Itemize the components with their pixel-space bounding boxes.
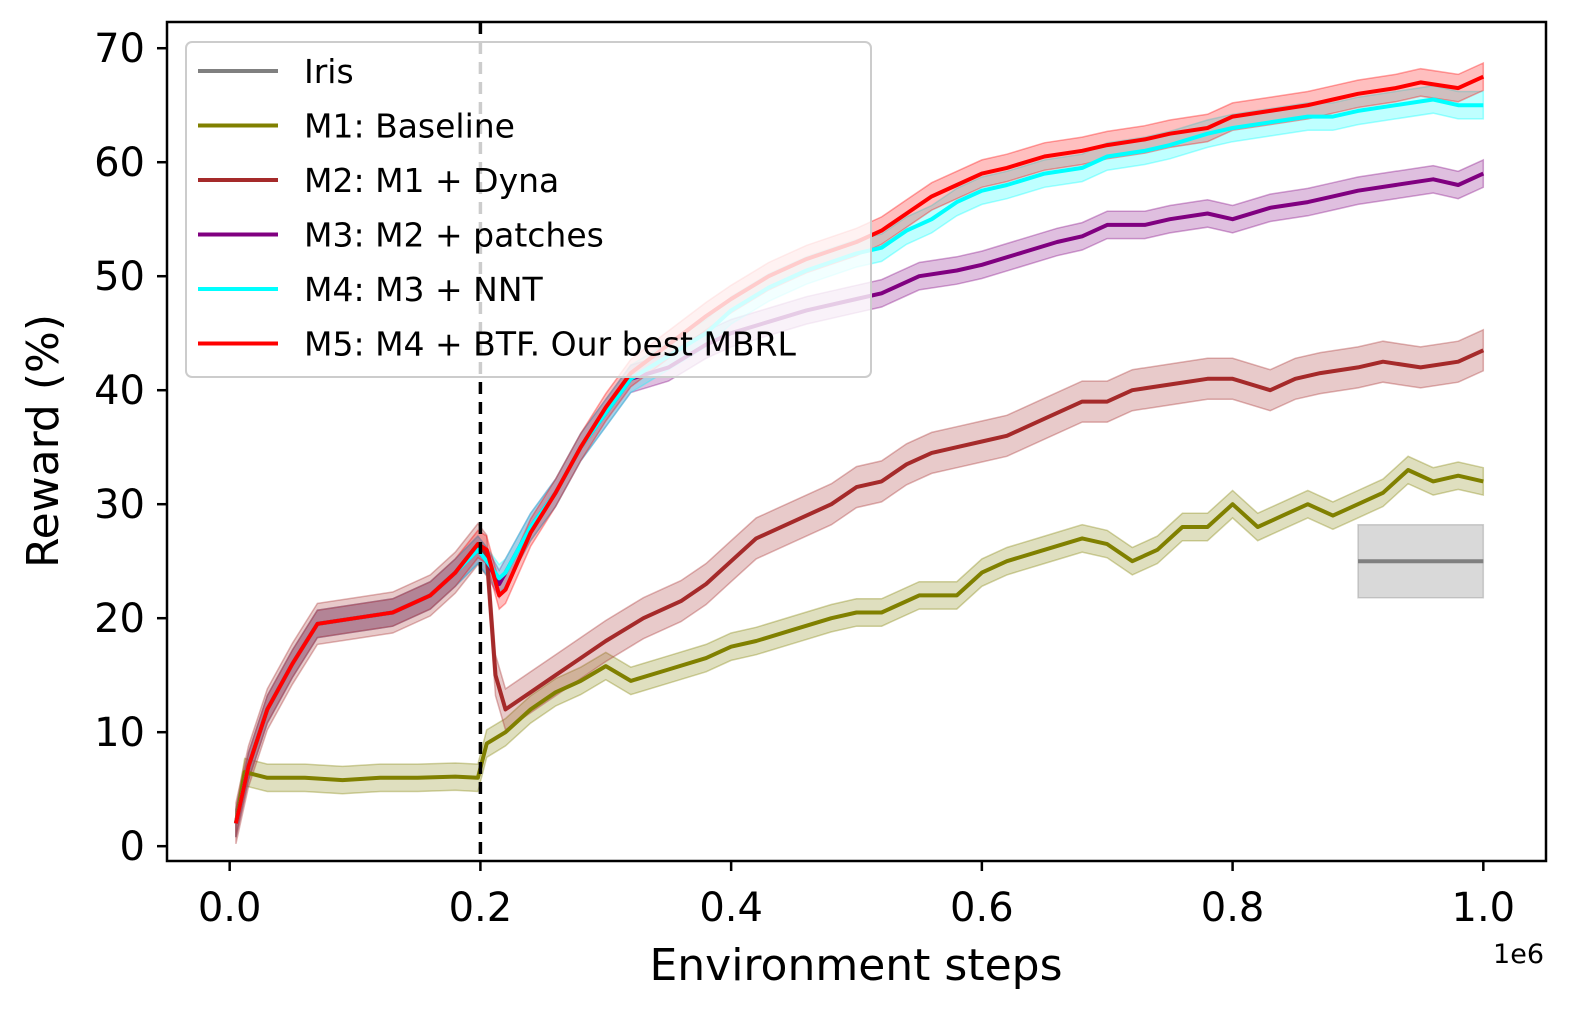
legend-label-m1-baseline: M1: Baseline [304,107,515,146]
legend-box [185,41,872,378]
line-m1-baseline [233,468,1484,824]
band-m5-m4-btf-our-best-mbrl [235,61,1485,838]
y-axis: 0 10 20 30 40 50 60 70 [94,26,167,870]
legend-label-m2-m1-dyna: M2: M1 + Dyna [304,161,559,200]
x-tick-label: 1.0 [1452,885,1516,931]
y-tick-label: 20 [94,596,145,642]
x-offset-label: 1e6 [1493,939,1544,970]
x-axis: 0.0 0.2 0.4 0.6 0.8 1.0 [198,861,1515,931]
x-tick-label: 0.8 [1201,885,1265,931]
y-tick-label: 60 [94,140,145,186]
plot-frame [165,20,1548,863]
y-tick-label: 70 [94,26,145,72]
legend-label-m5-m4-btf-our-best-mbrl: M5: M4 + BTF. Our best MBRL [304,325,796,364]
x-tick-label: 0.0 [198,885,262,931]
band-m4-m3-nnt [235,85,1485,838]
band-m1-baseline [235,455,1485,838]
y-tick-label: 30 [94,482,145,528]
y-tick-label: 40 [94,368,145,414]
y-axis-label: Reward (%) [18,314,69,568]
legend-label-m4-m3-nnt: M4: M3 + NNT [304,270,544,309]
x-axis-label: Environment steps [649,940,1062,991]
x-tick-label: 0.4 [699,885,763,931]
x-tick-label: 0.6 [950,885,1014,931]
legend: Iris M1: Baseline M2: M1 + Dyna M3: M2 + pa… [185,41,872,378]
y-tick-label: 0 [120,824,145,870]
y-tick-label: 50 [94,254,145,300]
y-tick-label: 10 [94,710,145,756]
x-tick-label: 0.2 [449,885,513,931]
legend-label-m3-m2-patches: M3: M2 + patches [304,216,604,255]
legend-label-iris: Iris [304,52,354,91]
